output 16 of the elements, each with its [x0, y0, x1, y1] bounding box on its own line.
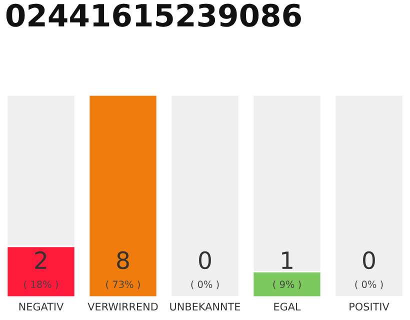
data-label: 0: [199, 251, 211, 270]
annotation: ( 18% ): [24, 280, 58, 290]
data-label: 8: [117, 251, 129, 270]
data-label: 0: [363, 251, 375, 270]
annotation: ( 0% ): [355, 280, 383, 290]
annotation: ( 73% ): [106, 280, 140, 290]
x-tick-label: VERWIRREND: [88, 302, 158, 310]
data-label: 2: [35, 251, 46, 269]
x-tick-label: NEGATIV: [19, 302, 64, 311]
chart-title: 02441615239086: [6, 4, 301, 27]
annotation: ( 0% ): [191, 280, 219, 290]
data-label: 1: [282, 252, 292, 269]
annotation: ( 9% ): [273, 280, 301, 290]
x-tick-label: POSITIV: [350, 302, 390, 311]
x-tick-label: UNBEKANNTE: [170, 302, 240, 311]
x-tick-label: EGAL: [274, 302, 301, 311]
